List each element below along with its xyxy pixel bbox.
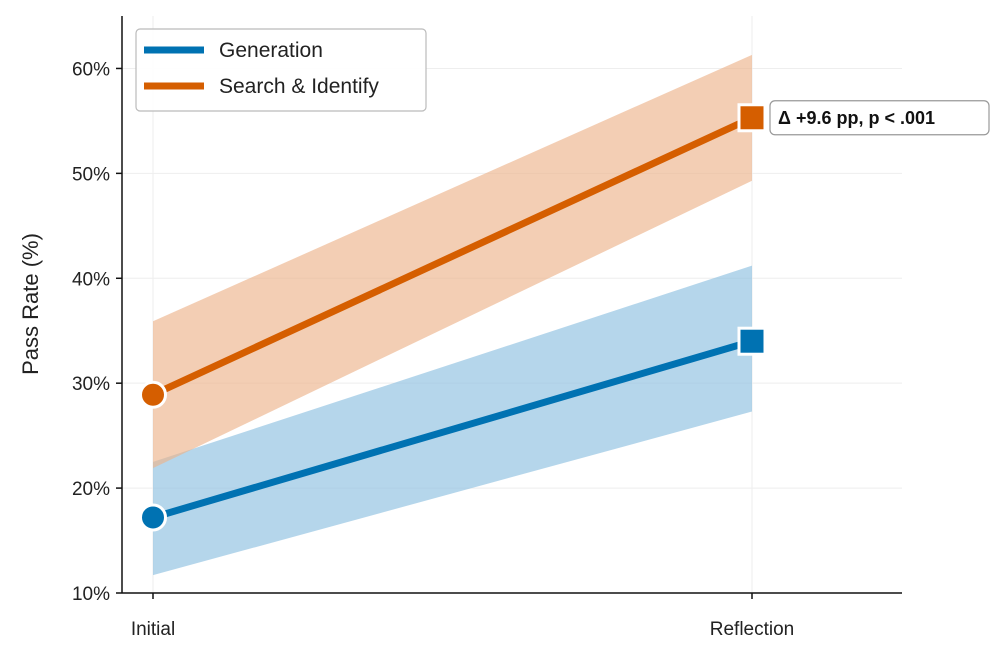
series-lines	[149, 114, 756, 521]
y-tick-label: 20%	[72, 479, 110, 500]
data-point-square	[737, 103, 767, 133]
annotations: Δ +9.6 pp, p < .001	[769, 100, 990, 136]
y-tick-label: 50%	[72, 164, 110, 185]
y-tick-label: 30%	[72, 374, 110, 395]
series-line	[149, 337, 756, 521]
x-tick-label: Initial	[131, 619, 175, 640]
legend-box	[135, 28, 427, 112]
ticks: 10% 20% 30% 40% 50% 60% Initial Reflection	[72, 59, 794, 640]
data-point-circle	[139, 503, 167, 532]
legend: Generation Search & Identify	[135, 28, 427, 112]
y-tick-label: 10%	[72, 584, 110, 605]
confidence-band	[153, 54, 752, 469]
x-tick-label: Reflection	[710, 619, 795, 640]
legend-label: Search & Identify	[219, 75, 379, 98]
confidence-bands	[153, 54, 752, 576]
axes	[121, 16, 902, 594]
data-point-square	[737, 326, 767, 356]
y-tick-label: 60%	[72, 59, 110, 80]
series-markers	[139, 103, 767, 532]
confidence-band	[153, 265, 752, 576]
annotation-box	[769, 100, 990, 136]
legend-label: Generation	[219, 39, 323, 62]
data-point-circle	[139, 380, 167, 409]
y-axis-title: Pass Rate (%)	[18, 233, 43, 375]
annotation-text: Δ +9.6 pp, p < .001	[778, 108, 935, 128]
series-line	[149, 114, 756, 399]
y-tick-label: 40%	[72, 269, 110, 290]
